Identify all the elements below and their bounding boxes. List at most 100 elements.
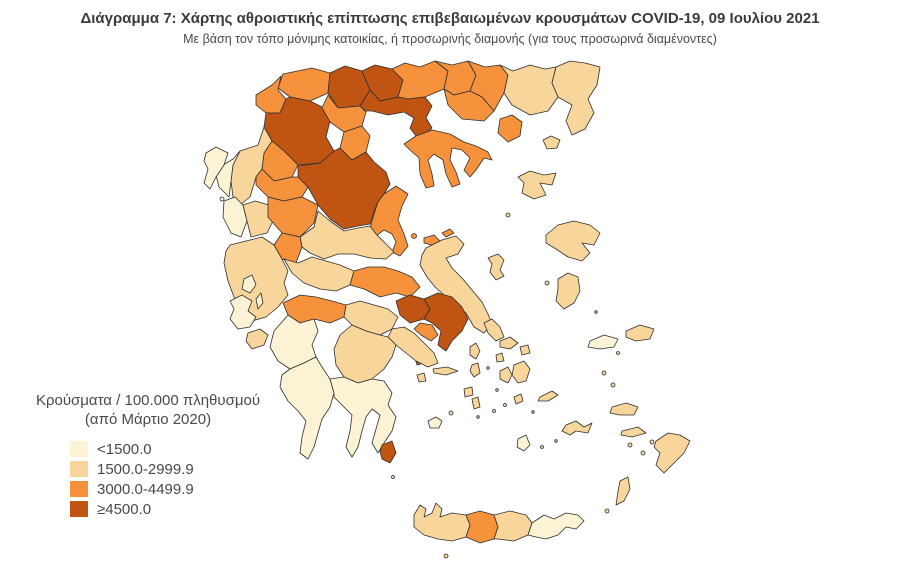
- region-boeotia: [349, 266, 421, 298]
- region-psara: [544, 280, 550, 286]
- region-heraklion: [493, 510, 533, 542]
- region-ikaria: [587, 334, 619, 350]
- region-karpathos: [615, 476, 631, 506]
- region-symi: [649, 439, 655, 445]
- figure-title: Διάγραμμα 7: Χάρτης αθροιστικής επίπτωση…: [80, 10, 820, 27]
- region-fokida: [283, 256, 355, 292]
- legend-label-class2: 1500.0-2999.9: [97, 460, 194, 478]
- region-preveza: [222, 196, 248, 238]
- region-paros: [499, 366, 513, 384]
- legend-swatch-class1: [70, 441, 88, 457]
- region-sifnos: [471, 396, 481, 410]
- legend-row: 1500.0-2999.9: [70, 461, 268, 478]
- region-thesprotia: [215, 150, 241, 198]
- region-agios-efstratios: [505, 212, 511, 218]
- region-kalymnos: [609, 402, 639, 416]
- region-milos: [427, 416, 443, 429]
- region-evia: [419, 235, 493, 334]
- region-athens-center: [413, 322, 439, 342]
- islet: [476, 415, 480, 419]
- region-santorini: [516, 434, 531, 452]
- islet: [594, 310, 598, 314]
- region-paxoi: [219, 196, 225, 202]
- region-anafi: [540, 445, 544, 449]
- legend-swatch-class4: [70, 501, 88, 517]
- region-rethymno: [465, 510, 499, 544]
- region-naxos: [511, 360, 531, 384]
- region-antikythira: [391, 475, 395, 479]
- region-kimolos: [448, 410, 454, 416]
- region-andros: [483, 318, 505, 342]
- legend-label-class3: 3000.0-4499.9: [97, 480, 194, 498]
- region-limnos: [517, 170, 557, 200]
- region-kasos: [604, 508, 610, 514]
- region-samos: [625, 324, 655, 342]
- region-fourni: [616, 351, 620, 355]
- legend-swatch-class2: [70, 461, 88, 477]
- region-messinia: [279, 356, 335, 460]
- region-kefalonia: [229, 294, 257, 330]
- region-tinos: [499, 336, 519, 350]
- region-kos: [620, 426, 647, 438]
- region-kavala: [443, 88, 495, 122]
- region-lefkada: [241, 274, 257, 294]
- region-tilos: [640, 450, 646, 456]
- region-florina: [277, 67, 331, 102]
- region-nisyros: [627, 442, 633, 448]
- region-amorgos: [537, 390, 559, 402]
- figure-subtitle: Με βάση τον τόπο μόνιμης κατοικίας, ή πρ…: [183, 32, 717, 46]
- region-kea: [469, 342, 481, 360]
- legend-title-line2: (από Μάρτιο 2020): [84, 410, 212, 428]
- region-lesbos: [545, 220, 601, 262]
- figure-header: Διάγραμμα 7: Χάρτης αθροιστικής επίπτωση…: [0, 10, 900, 46]
- region-east-attica: [423, 292, 469, 352]
- region-chania: [413, 502, 471, 542]
- region-spetses: [416, 372, 427, 383]
- region-astypalea: [561, 420, 593, 436]
- legend-row: 3000.0-4499.9: [70, 481, 268, 498]
- region-leros: [610, 382, 616, 388]
- legend-label-class1: <1500.0: [97, 440, 152, 458]
- islet: [495, 388, 499, 392]
- region-alonissos: [441, 228, 455, 238]
- region-zakynthos: [245, 328, 269, 350]
- region-skiathos: [411, 233, 417, 239]
- region-fthiotida: [299, 210, 395, 260]
- region-syros: [495, 352, 505, 363]
- region-chios: [555, 272, 581, 310]
- region-thasos: [497, 114, 523, 143]
- region-xanthi: [467, 60, 509, 112]
- islet: [554, 439, 558, 443]
- region-rhodopi: [499, 64, 559, 116]
- region-ithaki: [255, 292, 264, 310]
- region-gavdos: [443, 553, 449, 559]
- region-ios: [513, 393, 524, 405]
- region-mykonos: [519, 344, 531, 356]
- legend-title-line1: Κρούσματα / 100.000 πληθυσμού: [35, 392, 261, 409]
- legend-label-class4: ≥4500.0: [97, 500, 152, 518]
- region-corfu: [203, 146, 229, 190]
- islet: [531, 410, 535, 414]
- islet: [486, 366, 490, 370]
- legend-title: Κρούσματα / 100.000 πληθυσμού (από Μάρτι…: [28, 392, 268, 430]
- region-lasithi: [527, 512, 585, 540]
- legend-row: <1500.0: [70, 441, 268, 458]
- region-samothraki: [542, 135, 561, 150]
- region-arta: [242, 200, 276, 238]
- legend-rows: <1500.0 1500.0-2999.9 3000.0-4499.9 ≥450…: [70, 441, 268, 518]
- region-serifos: [463, 386, 474, 398]
- region-laconia: [329, 376, 397, 458]
- legend-swatch-class3: [70, 481, 88, 497]
- region-karditsa: [267, 196, 319, 238]
- region-kythnos: [469, 362, 481, 378]
- region-skyros: [487, 253, 505, 281]
- region-chalkidiki: [403, 129, 493, 189]
- region-hydra: [432, 366, 459, 376]
- region-sikinos: [503, 403, 507, 407]
- region-evros: [551, 60, 601, 136]
- region-rhodes: [653, 432, 691, 474]
- legend-row: ≥4500.0: [70, 501, 268, 518]
- region-patmos: [601, 370, 607, 376]
